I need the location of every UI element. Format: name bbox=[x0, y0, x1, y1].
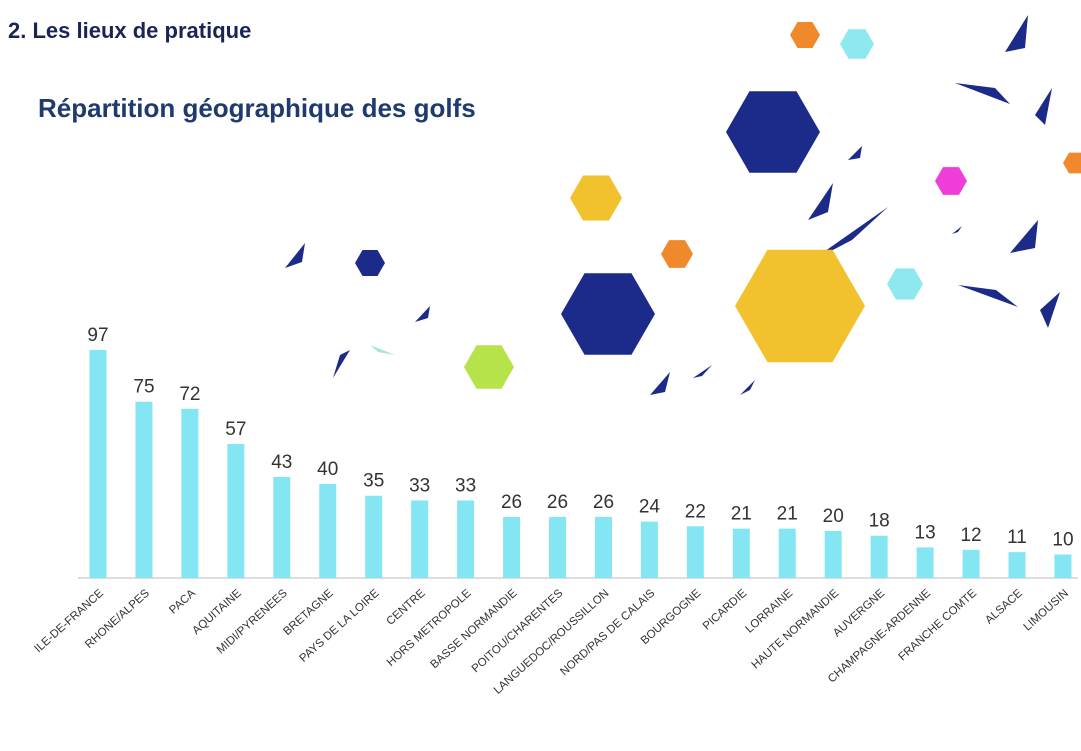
bar bbox=[411, 500, 428, 578]
triangle bbox=[1035, 88, 1052, 125]
hexagon bbox=[355, 250, 385, 276]
value-label: 11 bbox=[1007, 527, 1027, 548]
triangle bbox=[848, 146, 862, 160]
value-label: 21 bbox=[777, 504, 798, 525]
triangle bbox=[1040, 292, 1060, 328]
bar bbox=[917, 547, 934, 578]
x-tick-label: FRANCHE COMTE bbox=[896, 587, 979, 663]
bar bbox=[273, 477, 290, 578]
x-tick-label: CENTRE bbox=[384, 587, 427, 628]
page: 2. Les lieux de pratique Répartition géo… bbox=[0, 0, 1081, 751]
bar bbox=[90, 350, 107, 578]
x-tick-label: LIMOUSIN bbox=[1022, 587, 1071, 633]
x-tick-label: POITOU/CHARENTES bbox=[470, 587, 566, 675]
value-label: 57 bbox=[225, 419, 246, 440]
triangle bbox=[370, 345, 395, 355]
hexagon bbox=[1063, 153, 1081, 174]
hexagon bbox=[726, 91, 820, 172]
triangle bbox=[693, 365, 712, 378]
value-label: 26 bbox=[547, 492, 568, 513]
value-label: 43 bbox=[271, 452, 292, 473]
value-label: 33 bbox=[455, 475, 476, 496]
value-label: 33 bbox=[409, 475, 430, 496]
page-title: 2. Les lieux de pratique bbox=[8, 18, 251, 43]
bar bbox=[365, 496, 382, 578]
triangle bbox=[415, 306, 430, 322]
bar bbox=[135, 402, 152, 578]
bar bbox=[319, 484, 336, 578]
bar bbox=[227, 444, 244, 578]
bar bbox=[871, 536, 888, 578]
triangle bbox=[285, 243, 305, 268]
bar bbox=[595, 517, 612, 578]
value-label: 13 bbox=[915, 522, 936, 543]
bar bbox=[457, 500, 474, 578]
chart-title: Répartition géographique des golfs bbox=[38, 93, 476, 123]
bar bbox=[549, 517, 566, 578]
x-tick-label: ALSACE bbox=[983, 587, 1025, 627]
hexagon bbox=[840, 29, 874, 58]
triangle bbox=[808, 183, 833, 220]
triangle bbox=[955, 83, 1010, 104]
value-label: 10 bbox=[1052, 529, 1073, 550]
chart: 2. Les lieux de pratique Répartition géo… bbox=[0, 0, 1081, 751]
bar bbox=[1054, 554, 1071, 578]
bar bbox=[181, 409, 198, 578]
triangle bbox=[958, 285, 1018, 307]
bar bbox=[641, 522, 658, 578]
hexagon bbox=[735, 250, 865, 363]
triangle bbox=[650, 372, 670, 395]
value-label: 18 bbox=[869, 511, 890, 532]
triangle bbox=[952, 226, 962, 234]
hexagon bbox=[935, 167, 967, 195]
x-tick-label: HORS METROPOLE bbox=[385, 587, 474, 669]
x-tick-label: PICARDIE bbox=[701, 587, 750, 632]
hexagon bbox=[464, 345, 514, 388]
bar bbox=[687, 526, 704, 578]
bar bbox=[825, 531, 842, 578]
x-tick-label: HAUTE NORMANDIE bbox=[750, 587, 842, 671]
x-tick-label: PAYS DE LA LOIRE bbox=[298, 587, 382, 665]
bar bbox=[963, 550, 980, 578]
triangle bbox=[740, 380, 755, 395]
value-label: 12 bbox=[960, 525, 981, 546]
value-label: 22 bbox=[685, 501, 706, 522]
value-label: 35 bbox=[363, 471, 384, 492]
value-label: 20 bbox=[823, 506, 844, 527]
bar bbox=[503, 517, 520, 578]
triangle bbox=[1005, 15, 1028, 52]
hexagon bbox=[570, 176, 622, 221]
value-label: 24 bbox=[639, 497, 661, 518]
value-label: 97 bbox=[87, 325, 108, 346]
triangle bbox=[333, 350, 350, 378]
value-label: 21 bbox=[731, 504, 752, 525]
x-tick-label: PACA bbox=[167, 587, 198, 617]
value-label: 72 bbox=[179, 384, 200, 405]
hexagon bbox=[790, 22, 820, 48]
hexagon bbox=[661, 240, 693, 268]
value-label: 26 bbox=[593, 492, 614, 513]
bar bbox=[779, 529, 796, 578]
decoration bbox=[285, 15, 1081, 395]
bar bbox=[733, 529, 750, 578]
bar bbox=[1009, 552, 1026, 578]
x-tick-label: NORD/PAS DE CALAIS bbox=[558, 587, 657, 678]
x-tick-label: BASSE NORMANDIE bbox=[428, 587, 519, 671]
value-label: 75 bbox=[133, 377, 154, 398]
triangle bbox=[1010, 220, 1038, 253]
hexagon bbox=[561, 273, 655, 354]
value-label: 26 bbox=[501, 492, 522, 513]
hexagon bbox=[887, 268, 923, 299]
value-label: 40 bbox=[317, 459, 338, 480]
